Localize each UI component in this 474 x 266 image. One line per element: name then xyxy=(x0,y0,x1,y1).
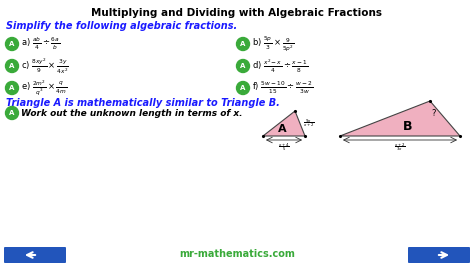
Text: $\frac{x+4}{5}$: $\frac{x+4}{5}$ xyxy=(278,141,290,153)
Text: c) $\frac{8xy^2}{9} \times \frac{3y}{4x^2}$: c) $\frac{8xy^2}{9} \times \frac{3y}{4x^… xyxy=(21,56,69,76)
Text: A: A xyxy=(9,41,15,47)
Text: a) $\frac{ab}{4} \div \frac{6a}{b}$: a) $\frac{ab}{4} \div \frac{6a}{b}$ xyxy=(21,36,60,52)
Text: B: B xyxy=(403,119,413,132)
FancyBboxPatch shape xyxy=(4,247,66,263)
Text: A: A xyxy=(9,110,15,116)
Circle shape xyxy=(6,38,18,51)
Circle shape xyxy=(6,106,18,119)
Text: Simplify the following algebraic fractions.: Simplify the following algebraic fractio… xyxy=(6,21,237,31)
Text: d) $\frac{x^2-x}{4} \div \frac{x-1}{8}$: d) $\frac{x^2-x}{4} \div \frac{x-1}{8}$ xyxy=(252,57,308,75)
Text: Work out the unknown length in terms of x.: Work out the unknown length in terms of … xyxy=(21,109,243,118)
Circle shape xyxy=(237,81,249,94)
FancyBboxPatch shape xyxy=(408,247,470,263)
Text: $\frac{x+2}{3x}$: $\frac{x+2}{3x}$ xyxy=(394,141,406,153)
Text: A: A xyxy=(240,63,246,69)
Text: A: A xyxy=(240,85,246,91)
Text: A: A xyxy=(9,85,15,91)
Text: f) $\frac{5w-10}{15} \div \frac{w-2}{3w}$: f) $\frac{5w-10}{15} \div \frac{w-2}{3w}… xyxy=(252,80,313,96)
Circle shape xyxy=(6,60,18,73)
Text: mr-mathematics.com: mr-mathematics.com xyxy=(179,249,295,259)
Circle shape xyxy=(6,81,18,94)
Text: b) $\frac{5p}{3} \times \frac{9}{5p^2}$: b) $\frac{5p}{3} \times \frac{9}{5p^2}$ xyxy=(252,34,294,54)
Polygon shape xyxy=(263,111,305,136)
Text: $?$: $?$ xyxy=(431,107,437,118)
Circle shape xyxy=(237,38,249,51)
Text: Triangle A is mathematically similar to Triangle B.: Triangle A is mathematically similar to … xyxy=(6,98,280,108)
Text: Multiplying and Dividing with Algebraic Fractions: Multiplying and Dividing with Algebraic … xyxy=(91,8,383,18)
Text: A: A xyxy=(9,63,15,69)
Circle shape xyxy=(237,60,249,73)
Text: e) $\frac{2m^2}{q^3} \times \frac{q}{4m}$: e) $\frac{2m^2}{q^3} \times \frac{q}{4m}… xyxy=(21,78,67,97)
Text: $\frac{9x}{x+2}$: $\frac{9x}{x+2}$ xyxy=(303,117,315,129)
Text: A: A xyxy=(240,41,246,47)
Text: A: A xyxy=(278,124,286,134)
Polygon shape xyxy=(340,101,460,136)
